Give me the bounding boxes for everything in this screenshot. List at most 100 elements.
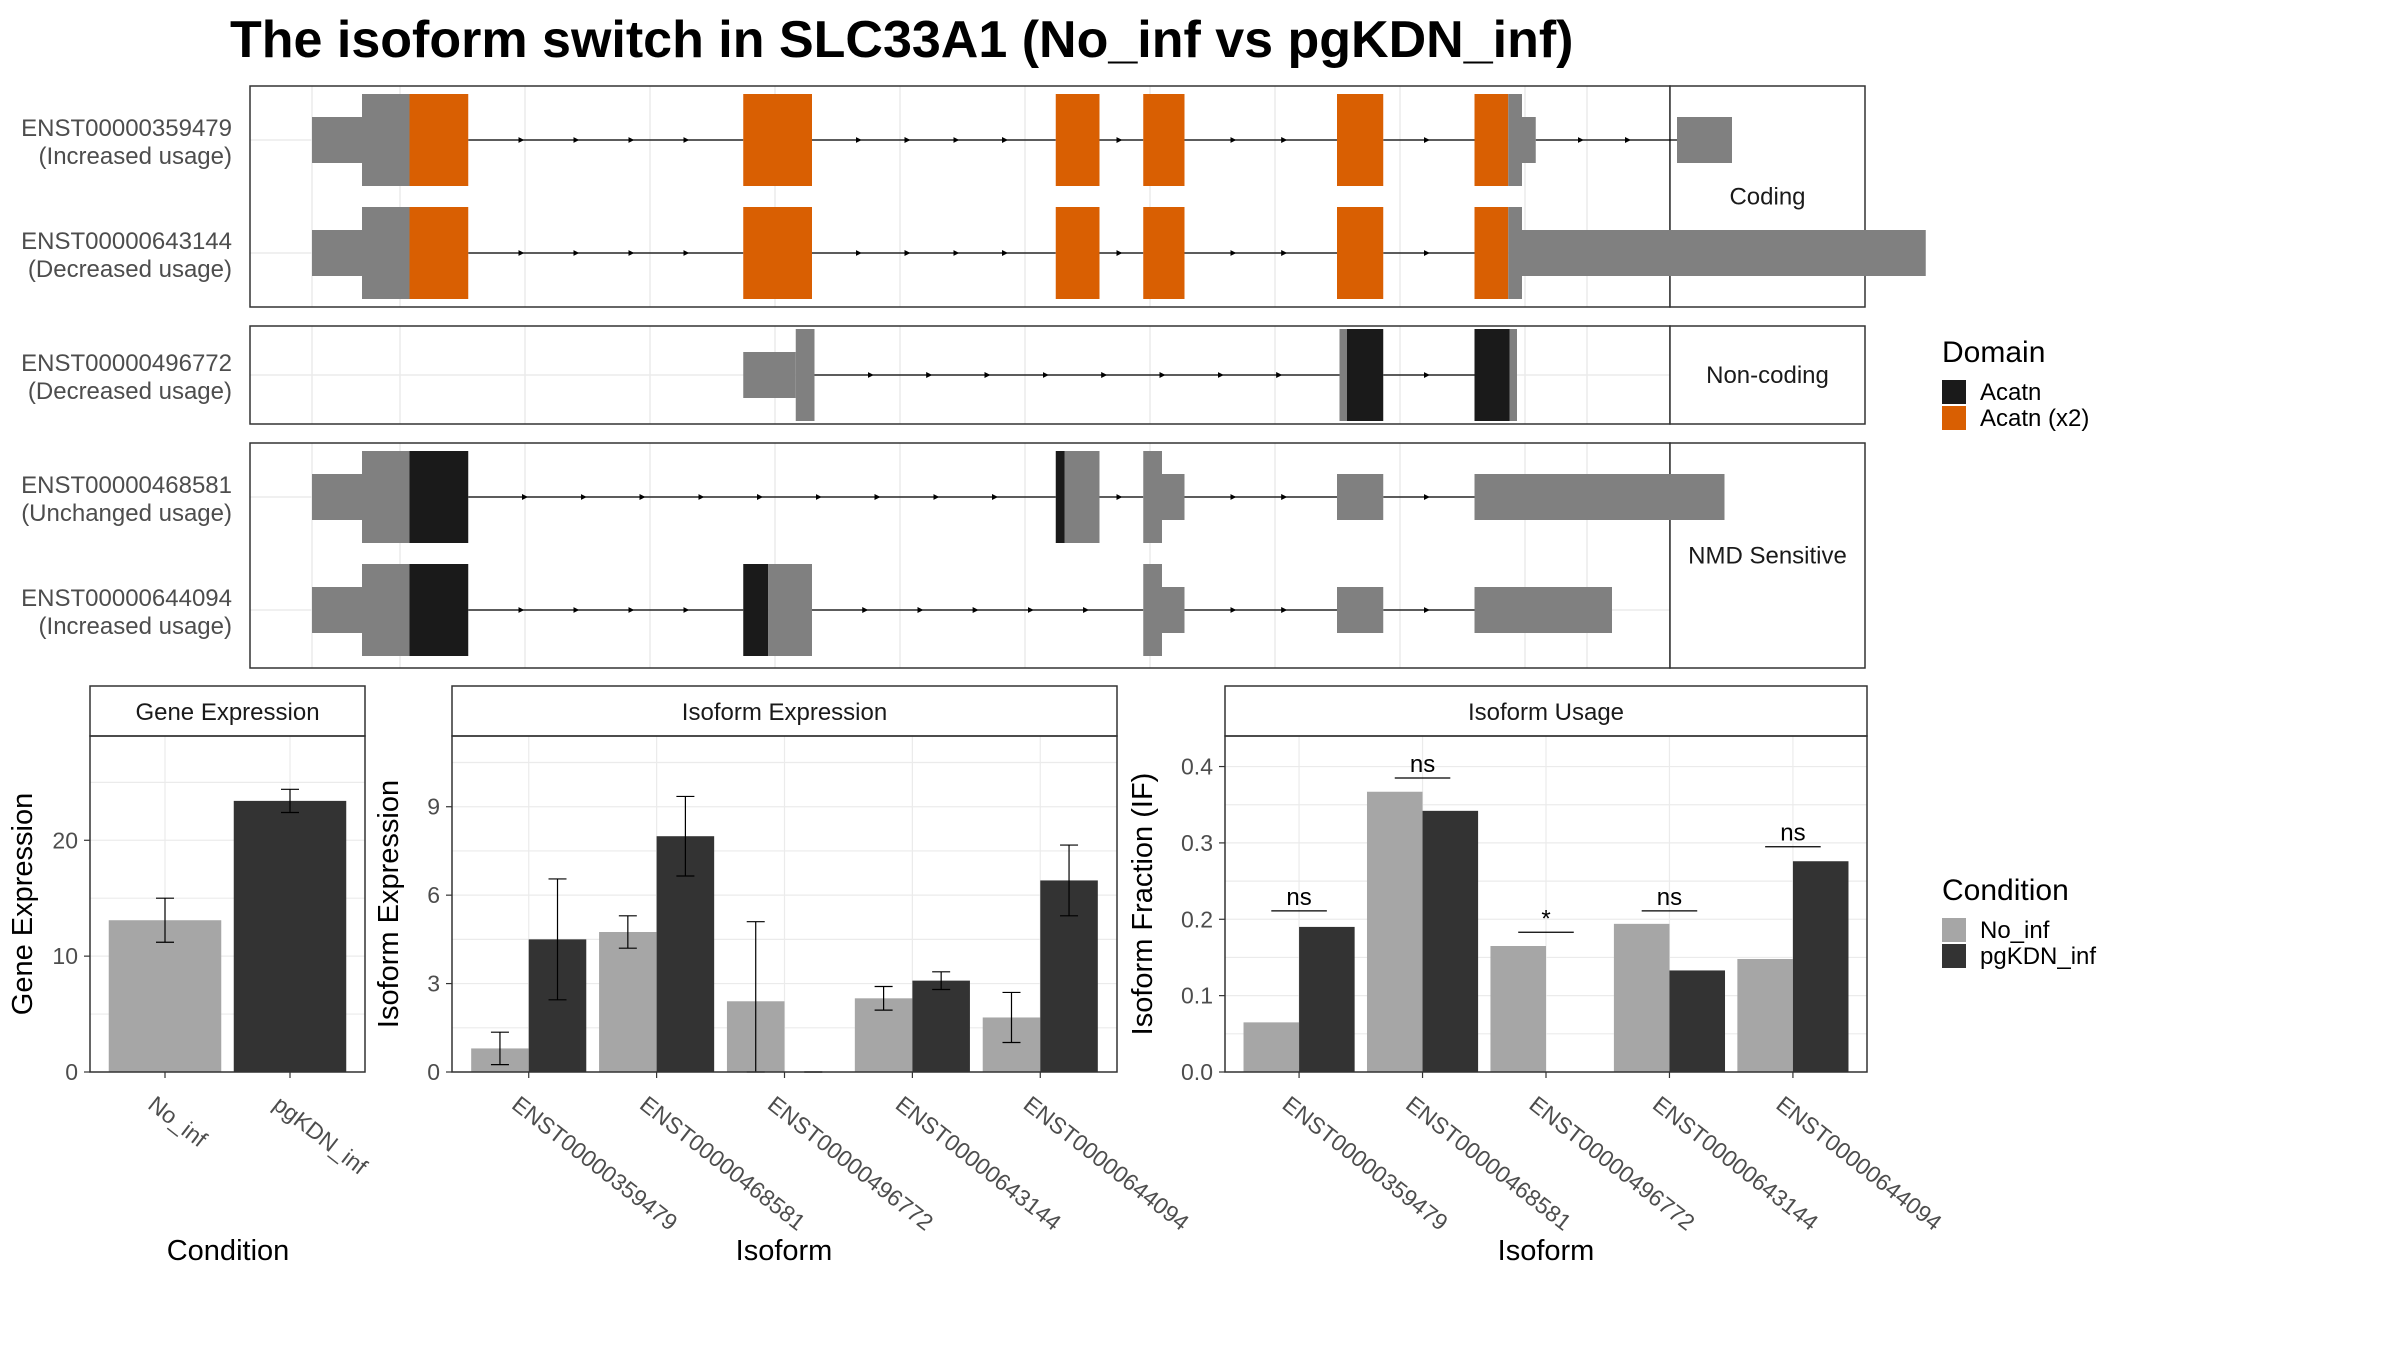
- transcript-usage: (Unchanged usage): [21, 500, 232, 527]
- transcript-name: ENST00000644094: [21, 585, 232, 612]
- exon-cds: [1508, 207, 1522, 299]
- facet-strip-label: Isoform Expression: [682, 699, 887, 726]
- exon-utr: [1522, 230, 1926, 276]
- exon-cds: [1064, 451, 1100, 543]
- legend-key: [1942, 406, 1966, 430]
- bar: [1613, 923, 1670, 1072]
- exon-domain: [1143, 207, 1185, 299]
- panel-border: [89, 735, 366, 1073]
- bar: [108, 920, 222, 1072]
- exon-domain: [743, 94, 812, 186]
- exon-domain: [1055, 451, 1065, 543]
- legend-key: [1942, 380, 1966, 404]
- legend-label: pgKDN_inf: [1980, 943, 2096, 970]
- y-tick-label: 0.4: [1181, 754, 1213, 780]
- bar: [1243, 1022, 1300, 1072]
- exon-domain: [1055, 207, 1100, 299]
- exon-cds: [1508, 94, 1522, 186]
- exon-domain: [1337, 94, 1384, 186]
- facet-strip-label: NMD Sensitive: [1688, 543, 1847, 570]
- exon-cds: [362, 451, 410, 543]
- exon-domain: [409, 451, 469, 543]
- y-tick-label: 9: [427, 794, 440, 820]
- bar: [599, 932, 657, 1072]
- significance-label: ns: [1286, 884, 1311, 911]
- bar-panel: Gene Expression 0 10 20 No_inf pgKDN_inf Gene …: [7, 685, 373, 1267]
- legend-label: Acatn: [1980, 379, 2041, 406]
- bar-panels: Gene Expression 0 10 20 No_inf pgKDN_inf Gene …: [7, 685, 1947, 1267]
- transcript-track: ENST00000468581(Unchanged usage): [21, 451, 1725, 543]
- y-tick-label: 0.1: [1181, 983, 1213, 1009]
- exon-utr: [1337, 474, 1384, 520]
- y-axis-title: Isoform Fraction (IF): [1127, 773, 1159, 1036]
- exon-cds: [1339, 329, 1347, 421]
- exon-utr: [312, 230, 362, 276]
- exon-cds: [768, 564, 812, 656]
- legend-key: [1942, 918, 1966, 942]
- panel-background: [250, 443, 1670, 668]
- significance-label: ns: [1657, 884, 1682, 911]
- y-tick-label: 0.3: [1181, 830, 1213, 856]
- bar: [1422, 810, 1479, 1072]
- exon-utr: [1474, 587, 1612, 633]
- significance-label: *: [1541, 905, 1550, 932]
- legend-title: Condition: [1942, 874, 2069, 907]
- exon-utr: [1474, 474, 1725, 520]
- exon-domain: [1474, 207, 1509, 299]
- bar: [1792, 861, 1849, 1072]
- exon-domain: [743, 207, 812, 299]
- exon-cds: [362, 94, 410, 186]
- exon-cds: [362, 564, 410, 656]
- facet-strip: [1669, 325, 1866, 425]
- transcript-track: ENST00000643144(Decreased usage): [21, 207, 1926, 299]
- exon-cds: [1143, 564, 1162, 656]
- exon-domain: [1337, 207, 1384, 299]
- exon-cds: [1509, 329, 1517, 421]
- facet-strip-label: Coding: [1729, 184, 1805, 211]
- exon-utr: [1677, 117, 1732, 163]
- y-tick-label: 20: [52, 827, 78, 853]
- exon-utr: [1522, 117, 1536, 163]
- panel-background: [250, 86, 1670, 307]
- transcript-usage: (Decreased usage): [28, 378, 232, 405]
- y-axis-title: Isoform Expression: [373, 780, 405, 1028]
- bar-panel: Isoform Usagensns*nsns0.00.10.20.30.4ENS…: [1127, 685, 1947, 1267]
- exon-cds: [362, 207, 410, 299]
- transcript-track: ENST00000359479(Increased usage): [21, 94, 1732, 186]
- y-tick-label: 0: [427, 1059, 440, 1085]
- exon-domain: [409, 207, 469, 299]
- exon-domain: [409, 564, 469, 656]
- exon-utr: [743, 352, 796, 398]
- bar: [1737, 958, 1793, 1072]
- exon-utr: [1337, 587, 1384, 633]
- transcript-track: ENST00000496772(Decreased usage): [21, 329, 1517, 421]
- y-tick-label: 0.0: [1181, 1059, 1213, 1085]
- facet-strip: [451, 685, 1118, 737]
- exon-cds: [1143, 451, 1162, 543]
- x-tick-label: No_inf: [144, 1091, 213, 1153]
- facet-strip-label: Gene Expression: [135, 699, 319, 726]
- exon-utr: [312, 587, 362, 633]
- y-axis-title: Gene Expression: [7, 793, 39, 1015]
- transcript-usage: (Decreased usage): [28, 256, 232, 283]
- legend-label: No_inf: [1980, 917, 2050, 944]
- transcript-name: ENST00000643144: [21, 228, 232, 255]
- y-tick-label: 10: [52, 943, 78, 969]
- x-axis-title: Condition: [167, 1235, 290, 1267]
- x-axis-title: Isoform: [1498, 1235, 1595, 1267]
- exon-domain: [1474, 94, 1509, 186]
- y-tick-label: 0.2: [1181, 906, 1213, 932]
- exon-domain: [1347, 329, 1384, 421]
- bar: [1669, 970, 1726, 1072]
- legend-key: [1942, 944, 1966, 968]
- y-tick-label: 3: [427, 971, 440, 997]
- x-tick-label: pgKDN_inf: [269, 1091, 373, 1180]
- transcript-name: ENST00000359479: [21, 115, 232, 142]
- bar: [1490, 946, 1546, 1072]
- exon-utr: [1162, 587, 1185, 633]
- exon-domain: [1143, 94, 1185, 186]
- facet-strip: [1224, 685, 1868, 737]
